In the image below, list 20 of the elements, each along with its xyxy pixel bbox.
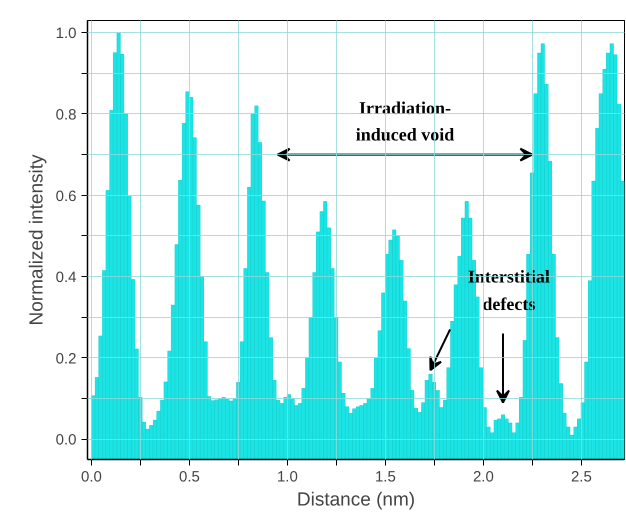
x-tick-label: 2.5	[570, 468, 592, 486]
bar	[497, 418, 502, 460]
x-tick-label: 1.0	[276, 468, 298, 486]
y-tick-label: 0.8	[56, 106, 77, 124]
bar	[352, 408, 356, 460]
y-axis-title: Normalized intensity	[26, 154, 48, 326]
bar	[323, 201, 328, 460]
annotation: Irradiation- induced void	[356, 98, 454, 144]
x-tick-label: 1.5	[374, 468, 396, 486]
x-tick-label: 0.5	[178, 468, 200, 486]
y-tick-label: 0.2	[56, 350, 77, 368]
bar	[222, 397, 226, 460]
bar	[508, 422, 512, 460]
x-tick-label: 0.0	[80, 468, 102, 486]
y-tick-label: 0.4	[56, 269, 77, 286]
y-tick-label: 0.6	[56, 188, 77, 205]
x-tick-label: 2.0	[472, 468, 494, 486]
y-tick-label: 1.0	[56, 25, 77, 42]
x-axis-title: Distance (nm)	[296, 490, 416, 510]
y-tick-label: 0.0	[56, 432, 77, 449]
